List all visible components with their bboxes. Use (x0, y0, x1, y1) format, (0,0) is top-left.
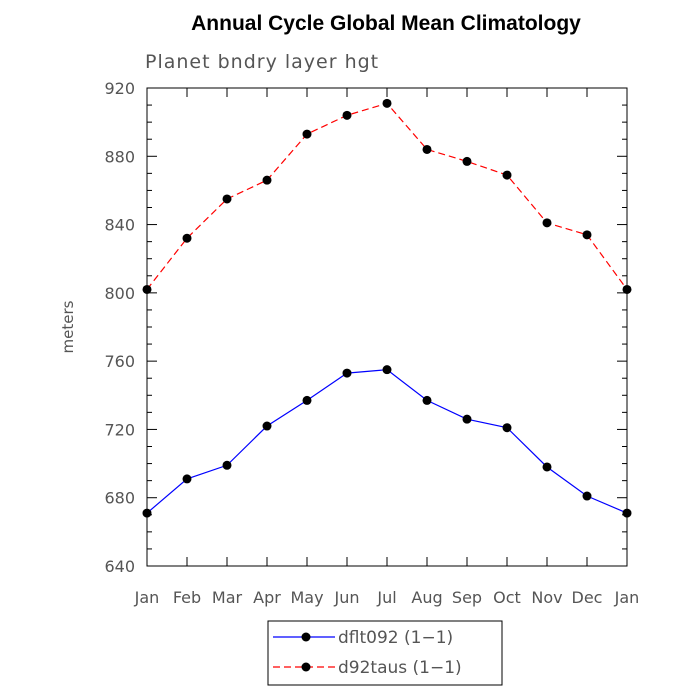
x-tick-label: Aug (411, 588, 442, 607)
series-line-2 (146, 102, 628, 290)
series-2-point (142, 284, 152, 294)
legend-label-1: dflt092 (1−1) (338, 628, 453, 648)
y-tick-label: 840 (104, 216, 135, 235)
y-tick-label: 920 (104, 79, 135, 98)
series-line-1 (146, 369, 628, 514)
series-2-point (462, 156, 472, 166)
x-tick-label: Nov (531, 588, 562, 607)
x-tick-label: Jan (614, 588, 640, 607)
x-tick-label: Jun (334, 588, 360, 607)
series-1-point (542, 462, 552, 472)
y-tick-label: 640 (104, 557, 135, 576)
series-2-point (262, 175, 272, 185)
series-2-point (302, 129, 312, 139)
series-1-point (582, 491, 592, 501)
chart-title: Annual Cycle Global Mean Climatology (191, 12, 581, 35)
x-tick-label: Jul (376, 588, 396, 607)
series-1-point (142, 508, 152, 518)
series-1-point (502, 423, 512, 433)
y-tick-label: 680 (104, 489, 135, 508)
series-1-point (382, 365, 392, 375)
x-tick-label: May (290, 588, 323, 607)
y-tick-label: 880 (104, 147, 135, 166)
y-tick-label: 760 (104, 352, 135, 371)
series-1-point (342, 368, 352, 378)
series-1-point (422, 395, 432, 405)
x-tick-label: Sep (452, 588, 482, 607)
series-2-point (342, 110, 352, 120)
series-1-point (182, 474, 192, 484)
series-2-point (542, 218, 552, 228)
series-1-point (622, 508, 632, 518)
series-1-point (262, 421, 272, 431)
plot-frame (146, 87, 628, 567)
chart-subtitle: Planet bndry layer hgt (145, 51, 379, 73)
series-2-point (622, 284, 632, 294)
x-tick-label: Feb (173, 588, 201, 607)
series-2-point (582, 230, 592, 240)
series-1-point (302, 395, 312, 405)
series-1-point (462, 414, 472, 424)
x-tick-label: Jan (134, 588, 160, 607)
x-tick-label: Mar (212, 588, 243, 607)
y-tick-label: 800 (104, 284, 135, 303)
series-1-point (222, 460, 232, 470)
legend-swatch-marker-2 (301, 662, 311, 672)
y-axis-label: meters (59, 300, 77, 353)
plot-area: 640 680 720 760 800 840 880 920 Jan Feb Mar Apr May J… (104, 79, 639, 607)
legend-label-2: d92taus (1−1) (338, 658, 462, 678)
series-2-point (222, 194, 232, 204)
y-tick-label: 720 (104, 420, 135, 439)
x-tick-label: Oct (493, 588, 521, 607)
legend: dflt092 (1−1) d92taus (1−1) (267, 620, 503, 686)
series-2-point (182, 233, 192, 243)
x-tick-label: Dec (572, 588, 603, 607)
series-2-point (502, 170, 512, 180)
series-2-point (382, 98, 392, 108)
legend-swatch-marker-1 (301, 632, 311, 642)
x-tick-label: Apr (253, 588, 281, 607)
legend-box (267, 620, 503, 686)
series-2-point (422, 144, 432, 154)
